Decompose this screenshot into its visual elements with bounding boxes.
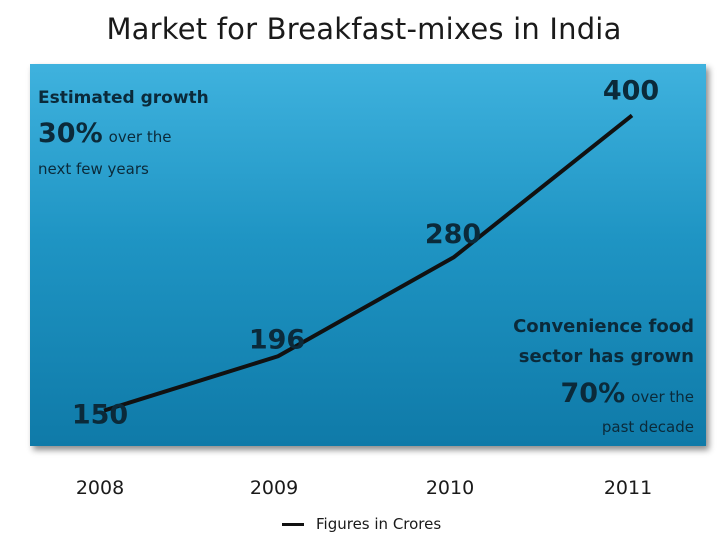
chart-title: Market for Breakfast-mixes in India bbox=[106, 12, 622, 46]
sector-note-period: past decade bbox=[601, 418, 694, 436]
x-tick-label-2009: 2009 bbox=[250, 477, 298, 499]
growth-over-text: over the bbox=[108, 128, 172, 146]
legend-line-swatch bbox=[282, 522, 304, 526]
growth-note-period: next few years bbox=[38, 160, 149, 178]
data-label-2011: 400 bbox=[603, 75, 659, 106]
sector-note-line1: Convenience food bbox=[513, 316, 694, 337]
legend-label: Figures in Crores bbox=[316, 515, 442, 533]
growth-note-value: 30% over the bbox=[38, 118, 171, 149]
series-line bbox=[103, 113, 634, 413]
growth-note-label: Estimated growth bbox=[38, 88, 209, 108]
data-label-2009: 196 bbox=[249, 324, 305, 355]
sector-note-value: 70% over the bbox=[561, 378, 694, 409]
x-tick-label-2010: 2010 bbox=[426, 477, 474, 499]
data-label-2010: 280 bbox=[425, 219, 481, 250]
plot-area bbox=[30, 64, 706, 446]
sector-note-line2: sector has grown bbox=[518, 346, 694, 367]
data-label-2008: 150 bbox=[72, 400, 128, 431]
x-tick-label-2008: 2008 bbox=[76, 477, 124, 499]
sector-percent: 70% bbox=[560, 378, 626, 409]
growth-percent: 30% bbox=[38, 118, 103, 149]
sector-over-text: over the bbox=[631, 388, 694, 406]
legend: Figures in Crores bbox=[282, 514, 441, 534]
x-tick-label-2011: 2011 bbox=[604, 477, 652, 499]
